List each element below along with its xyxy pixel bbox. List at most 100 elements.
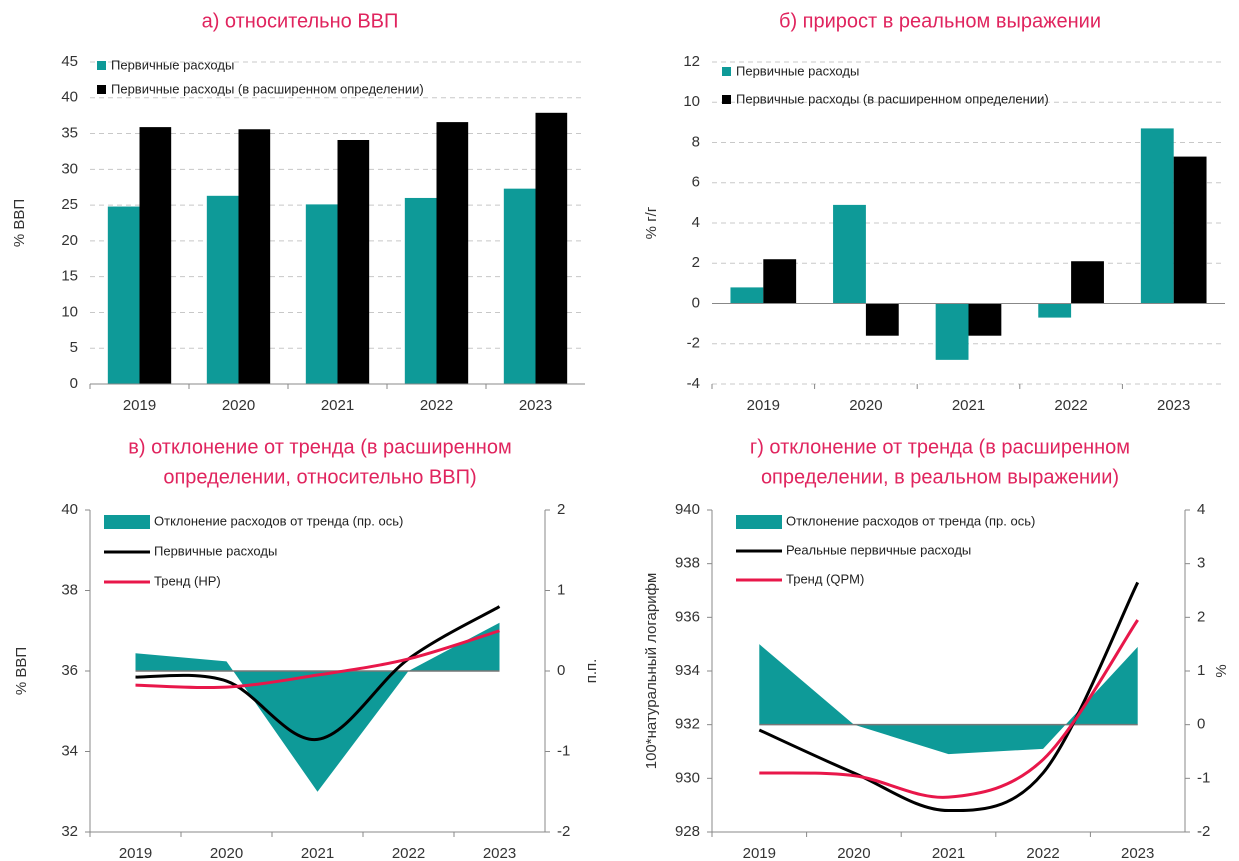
x-tick-label: 2019 — [747, 397, 780, 414]
y2-tick-label: -1 — [557, 742, 570, 759]
y2-tick-label: 4 — [1197, 501, 1205, 518]
y2-tick-label: -1 — [1197, 769, 1210, 786]
y2-tick-label: -2 — [1197, 823, 1210, 840]
legend-swatch — [722, 95, 731, 104]
bar — [107, 206, 140, 384]
x-tick-label: 2022 — [420, 397, 453, 414]
y-tick-label: 8 — [692, 133, 700, 150]
x-tick-label: 2022 — [1054, 397, 1087, 414]
x-tick-label: 2020 — [210, 845, 243, 861]
y-tick-label: 932 — [675, 716, 700, 733]
bar — [865, 303, 899, 336]
x-tick-label: 2022 — [392, 845, 425, 861]
legend-swatch — [104, 515, 150, 529]
y-tick-label: 10 — [61, 303, 78, 320]
y2-axis-label: п.п. — [583, 659, 600, 684]
y-axis-label: % г/г — [643, 206, 660, 239]
legend-label: Первичные расходы (в расширенном определ… — [111, 81, 424, 96]
y-axis-label: % ВВП — [11, 199, 28, 247]
y-tick-label: 930 — [675, 769, 700, 786]
bar — [404, 197, 437, 384]
bar — [503, 188, 536, 384]
chart-title: а) относительно ВВП — [202, 10, 399, 32]
bar — [1173, 156, 1207, 304]
y-tick-label: 938 — [675, 555, 700, 572]
chart-title: определении, в реальном выражении) — [761, 466, 1119, 488]
legend-swatch — [722, 67, 731, 76]
y-tick-label: 40 — [61, 89, 78, 106]
x-tick-label: 2021 — [301, 845, 334, 861]
y-tick-label: 10 — [683, 93, 700, 110]
y-tick-label: 34 — [61, 742, 78, 759]
y-tick-label: 45 — [61, 53, 78, 70]
bar — [206, 195, 239, 384]
line — [759, 619, 1139, 799]
y-axis-label: 100*натуральный логарифм — [643, 573, 660, 770]
line — [758, 581, 1140, 813]
legend-label: Реальные первичные расходы — [786, 542, 971, 557]
y-tick-label: 934 — [675, 662, 700, 679]
legend-label: Тренд (QPM) — [786, 571, 864, 586]
bar — [730, 287, 764, 304]
bar — [436, 122, 469, 385]
bar — [305, 204, 338, 384]
line — [135, 605, 501, 741]
y2-tick-label: 3 — [1197, 555, 1205, 572]
bar — [535, 112, 568, 384]
chart-title: определении, относительно ВВП) — [163, 466, 476, 488]
chart-title: в) отклонение от тренда (в расширенном — [128, 436, 511, 458]
area — [135, 622, 500, 792]
y2-axis-label: % — [1213, 664, 1230, 677]
y-tick-label: 35 — [61, 125, 78, 142]
y-tick-label: 0 — [692, 294, 700, 311]
x-tick-label: 2021 — [321, 397, 354, 414]
legend-label: Отклонение расходов от тренда (пр. ось) — [786, 513, 1035, 528]
legend-swatch — [97, 85, 106, 94]
y-tick-label: 6 — [692, 174, 700, 191]
y2-tick-label: 0 — [557, 662, 565, 679]
bar — [935, 303, 969, 360]
x-tick-label: 2023 — [519, 397, 552, 414]
area — [759, 644, 1138, 755]
x-tick-label: 2023 — [483, 845, 516, 861]
x-tick-label: 2022 — [1026, 845, 1059, 861]
legend-label: Первичные расходы — [111, 57, 234, 72]
x-tick-label: 2023 — [1121, 845, 1154, 861]
y2-tick-label: 1 — [1197, 662, 1205, 679]
x-tick-label: 2020 — [837, 845, 870, 861]
y-tick-label: 4 — [692, 214, 700, 231]
chart-title: б) прирост в реальном выражении — [779, 10, 1101, 32]
y-tick-label: 928 — [675, 823, 700, 840]
legend-label: Отклонение расходов от тренда (пр. ось) — [154, 513, 403, 528]
bar — [833, 204, 866, 304]
y2-tick-label: 1 — [557, 581, 565, 598]
legend-swatch — [97, 61, 106, 70]
bar — [238, 129, 271, 384]
legend-label: Тренд (HP) — [154, 573, 221, 588]
legend-label: Первичные расходы — [736, 63, 859, 78]
bar — [1071, 261, 1104, 304]
y-tick-label: 15 — [61, 268, 78, 285]
x-tick-label: 2019 — [743, 845, 776, 861]
bar — [1038, 303, 1072, 318]
y-tick-label: 5 — [70, 339, 78, 356]
bar — [139, 127, 172, 385]
bar — [1140, 128, 1174, 304]
legend-swatch — [736, 515, 782, 529]
x-tick-label: 2023 — [1157, 397, 1190, 414]
x-tick-label: 2021 — [932, 845, 965, 861]
y-tick-label: 32 — [61, 823, 78, 840]
legend-label: Первичные расходы — [154, 543, 277, 558]
y2-tick-label: 2 — [1197, 608, 1205, 625]
y-tick-label: 25 — [61, 196, 78, 213]
bar — [968, 303, 1002, 336]
x-tick-label: 2020 — [849, 397, 882, 414]
y2-tick-label: 0 — [1197, 716, 1205, 733]
y-axis-label: % ВВП — [13, 647, 30, 695]
y-tick-label: 20 — [61, 232, 78, 249]
chart-title: г) отклонение от тренда (в расширенном — [750, 436, 1130, 458]
legend-label: Первичные расходы (в расширенном определ… — [736, 91, 1049, 106]
y-tick-label: 38 — [61, 581, 78, 598]
y-tick-label: 12 — [683, 53, 700, 70]
